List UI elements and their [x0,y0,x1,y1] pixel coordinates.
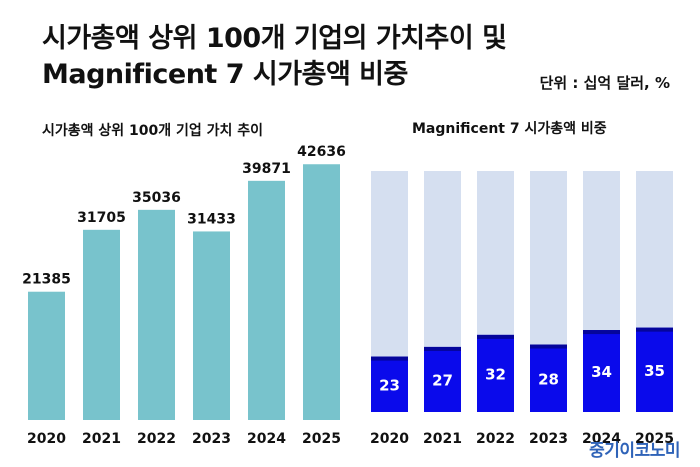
bar-2021 [83,229,120,420]
x-tick-right-2025: 2025 [635,431,674,447]
share-bar-2020 [371,356,408,412]
x-tick-right-2024: 2024 [582,431,621,447]
x-tick-2020: 2020 [27,431,66,447]
share-label-2023: 28 [538,370,559,388]
value-label-2023: 31433 [187,211,236,227]
value-label-2020: 21385 [22,272,71,288]
share-bar-2023 [530,344,567,412]
share-bar-cap-2023 [530,344,567,349]
share-bar-2021 [424,346,461,412]
x-tick-right-2022: 2022 [476,431,515,447]
x-tick-right-2020: 2020 [370,431,409,447]
bar-2023 [193,231,230,420]
share-bar-cap-2025 [636,327,673,332]
share-bar-cap-2022 [477,334,514,339]
bar-2022 [138,209,175,420]
value-label-2021: 31705 [77,210,126,226]
share-bar-2022 [477,334,514,412]
unit-label: 단위 : 십억 달러, % [539,74,670,92]
publisher-logo: 중기이코노미 [589,441,680,461]
share-label-2020: 23 [379,376,400,394]
value-label-2022: 35036 [132,190,181,206]
x-tick-right-2023: 2023 [529,431,568,447]
x-tick-2025: 2025 [302,431,341,447]
bar-2024 [248,180,285,420]
page-title: 시가총액 상위 100개 기업의 가치추이 및 [42,23,507,54]
share-bar-cap-2024 [583,330,620,335]
share-bar-cap-2021 [424,346,461,351]
value-label-2025: 42636 [297,144,346,160]
share-bar-2025 [636,327,673,412]
bar-2025 [303,164,340,420]
x-tick-2021: 2021 [82,431,121,447]
share-bar-cap-2020 [371,356,408,361]
x-tick-2024: 2024 [247,431,286,447]
left-chart-title: 시가총액 상위 100개 기업 가치 추이 [42,123,264,139]
share-label-2024: 34 [591,363,612,381]
right-chart-title: Magnificent 7 시가총액 비중 [412,121,607,137]
share-bar-2024 [583,330,620,412]
x-tick-2022: 2022 [137,431,176,447]
share-label-2022: 32 [485,365,506,383]
value-label-2024: 39871 [242,161,291,177]
share-label-2025: 35 [644,362,665,380]
x-tick-right-2021: 2021 [423,431,462,447]
page-subtitle: Magnificent 7 시가총액 비중 [42,59,408,90]
x-tick-2023: 2023 [192,431,231,447]
share-label-2021: 27 [432,371,453,389]
bar-2020 [28,291,65,420]
